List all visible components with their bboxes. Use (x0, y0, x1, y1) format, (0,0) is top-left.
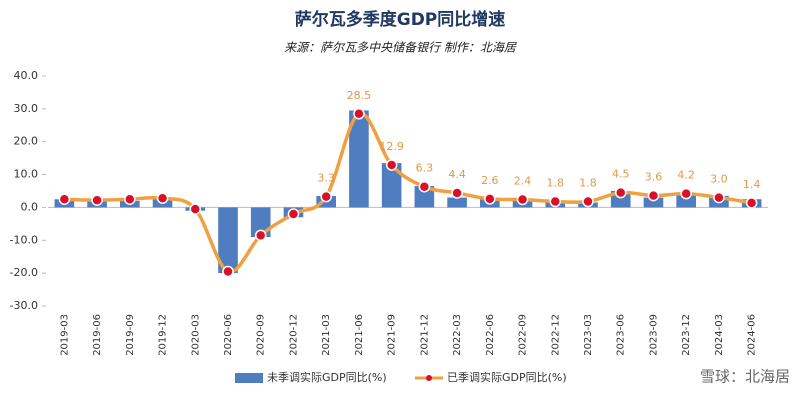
y-tick-label: -10.0 (10, 233, 38, 246)
value-label: 1.4 (743, 178, 761, 191)
point (189, 203, 202, 215)
point (222, 265, 234, 278)
x-tick-label: 2019-03 (59, 314, 70, 356)
point (745, 197, 758, 209)
point (287, 208, 300, 220)
legend-label: 未季调实际GDP同比(%) (267, 370, 387, 384)
x-tick-label: 2019-12 (158, 314, 169, 356)
x-tick-label: 2022-09 (518, 314, 529, 356)
value-label: 2.4 (514, 175, 532, 188)
legend-swatch (235, 373, 263, 383)
x-tick-label: 2023-09 (648, 314, 659, 356)
value-label: 1.8 (547, 177, 565, 190)
y-tick-label: 40.0 (14, 69, 39, 82)
value-label: 2.6 (481, 174, 499, 187)
point (451, 187, 463, 199)
value-label: 1.8 (579, 177, 597, 190)
point (124, 193, 136, 205)
chart-subtitle: 来源：萨尔瓦多中央储备银行 制作：北海居 (284, 41, 517, 55)
point (418, 180, 431, 193)
x-tick-label: 2023-06 (616, 314, 627, 356)
point (647, 189, 660, 202)
bar (218, 207, 238, 274)
y-tick-label: -20.0 (10, 266, 38, 279)
value-label: 6.3 (416, 162, 434, 175)
watermark: 雪球：北海居 (700, 368, 790, 386)
x-tick-label: 2022-12 (550, 314, 561, 356)
point (549, 195, 562, 208)
point (582, 195, 594, 208)
bar (643, 197, 664, 208)
point (516, 193, 529, 206)
x-tick-label: 2020-12 (288, 314, 299, 356)
x-tick-label: 2021-09 (387, 314, 398, 356)
x-tick-label: 2019-09 (125, 314, 136, 356)
value-label: 12.9 (379, 140, 404, 153)
x-tick-label: 2021-06 (354, 314, 365, 356)
x-tick-label: 2022-03 (452, 314, 463, 356)
x-tick-label: 2020-09 (256, 314, 267, 356)
y-tick-label: 30.0 (14, 102, 39, 115)
y-tick-label: 10.0 (14, 168, 39, 181)
y-tick-label: -30.0 (10, 299, 38, 312)
x-tick-label: 2024-06 (747, 314, 758, 356)
value-label: 4.2 (677, 169, 695, 182)
bar (414, 186, 435, 208)
point (320, 190, 332, 203)
value-label: 3.3 (317, 172, 335, 185)
legend-swatch (426, 375, 432, 381)
point (58, 193, 71, 205)
point (254, 229, 267, 242)
x-tick-label: 2021-03 (321, 314, 332, 356)
point (353, 108, 365, 120)
bar (676, 194, 696, 208)
point (614, 186, 627, 199)
y-tick-label: 0.0 (21, 200, 39, 213)
point (91, 194, 103, 206)
chart-title: 萨尔瓦多季度GDP同比增速 (295, 9, 506, 30)
value-label: 3.6 (645, 171, 663, 184)
value-label: 3.0 (710, 173, 728, 186)
x-tick-label: 2020-06 (223, 314, 234, 356)
point (680, 187, 692, 200)
x-tick-label: 2023-03 (583, 314, 594, 356)
x-tick-label: 2021-12 (419, 314, 430, 356)
bar (349, 110, 369, 208)
point (385, 159, 398, 171)
point (713, 191, 725, 204)
y-tick-label: 20.0 (14, 135, 39, 148)
point (484, 193, 496, 205)
value-label: 4.5 (612, 168, 630, 181)
line (64, 111, 752, 274)
point (156, 192, 169, 204)
bar (381, 163, 402, 208)
x-tick-label: 2019-06 (92, 314, 103, 356)
bar (447, 197, 467, 208)
x-tick-label: 2022-06 (485, 314, 496, 356)
value-label: 28.5 (347, 89, 372, 102)
x-tick-label: 2020-03 (190, 314, 201, 356)
x-tick-label: 2023-12 (681, 314, 692, 356)
x-tick-label: 2024-03 (714, 314, 725, 356)
value-label: 4.4 (448, 168, 466, 181)
legend-label: 已季调实际GDP同比(%) (447, 370, 567, 384)
